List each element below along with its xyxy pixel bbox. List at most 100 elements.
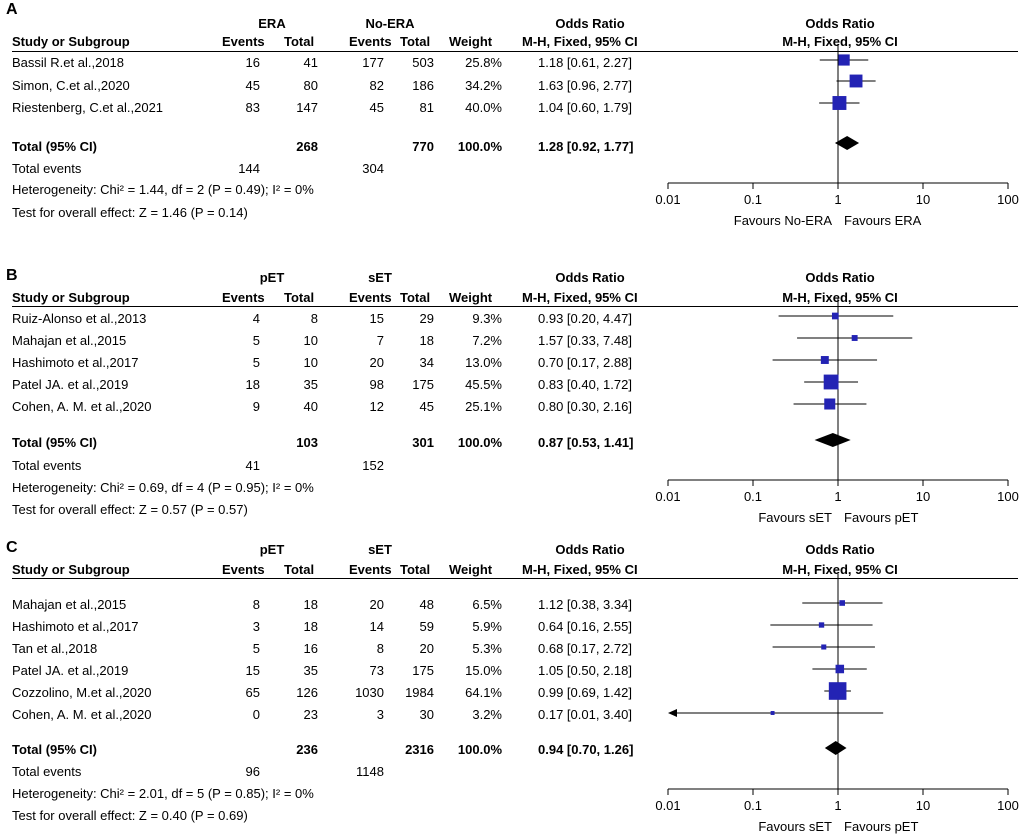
group2-events: 82	[369, 78, 384, 93]
group2-events: 98	[369, 377, 384, 392]
total-header: Total	[284, 290, 315, 305]
group2-events: 14	[369, 619, 384, 634]
favours-right-label: Favours pET	[844, 819, 918, 834]
study-marker	[832, 96, 847, 110]
study-marker	[824, 398, 836, 410]
study-header: Study or Subgroup	[12, 562, 130, 577]
weight-header: Weight	[449, 34, 493, 49]
total-label: Total (95% CI)	[12, 435, 97, 450]
x-tick-label: 1	[834, 798, 841, 813]
x-tick-label: 0.1	[744, 489, 762, 504]
group1-events: 3	[252, 619, 260, 634]
or-ci-text: 0.99 [0.69, 1.42]	[538, 685, 632, 700]
group1-events: 18	[245, 377, 260, 392]
group1-total: 10	[303, 355, 318, 370]
x-tick-label: 1	[834, 192, 841, 207]
or-method-header: M-H, Fixed, 95% CI	[522, 562, 638, 577]
weight-value: 100.0%	[457, 435, 502, 450]
weight-value: 6.5%	[472, 597, 502, 612]
x-tick-label: 1	[834, 489, 841, 504]
group2-total: 81	[419, 100, 434, 115]
x-tick-label: 0.1	[744, 192, 762, 207]
group1-total: 147	[296, 100, 318, 115]
group2-events: 20	[369, 597, 384, 612]
group1-events: 0	[252, 707, 260, 722]
forest-panel-c: C pET sET Odds Ratio Odds Ratio Study or…	[0, 536, 1024, 839]
forest-plot-b: 0.01 0.1 1 10 100 Favours sET Favours pET	[655, 298, 1019, 525]
weight-value: 100.0%	[457, 139, 502, 154]
heterogeneity-text: Heterogeneity: Chi² = 2.01, df = 5 (P = …	[12, 786, 314, 801]
group1-total: 8	[310, 311, 318, 326]
total-header: Total	[400, 34, 431, 49]
group1-total: 236	[296, 742, 318, 757]
plot-header-title: Odds Ratio	[805, 542, 875, 557]
or-header-title: Odds Ratio	[555, 270, 625, 285]
group1-total: 23	[303, 707, 318, 722]
pooled-diamond	[814, 433, 851, 447]
total-events-label: Total events	[12, 764, 82, 779]
weight-value: 34.2%	[465, 78, 502, 93]
weight-value: 100.0%	[457, 742, 502, 757]
group2-total: 301	[412, 435, 434, 450]
x-tick-label: 10	[916, 798, 930, 813]
or-ci-text: 0.93 [0.20, 4.47]	[538, 311, 632, 326]
or-ci-text: 0.17 [0.01, 3.40]	[538, 707, 632, 722]
group1-events: 4	[252, 311, 260, 326]
x-tick-label: 10	[916, 192, 930, 207]
x-tick-label: 0.01	[655, 798, 680, 813]
or-ci-text: 1.05 [0.50, 2.18]	[538, 663, 632, 678]
group2-total: 770	[412, 139, 434, 154]
group2-events: 177	[362, 55, 384, 70]
pooled-diamond	[824, 741, 847, 755]
group1-total: 10	[303, 333, 318, 348]
group1-events: 9	[252, 399, 260, 414]
group2-total: 48	[419, 597, 434, 612]
group2-total: 20	[419, 641, 434, 656]
study-marker	[770, 711, 775, 715]
study-marker	[820, 356, 829, 364]
events-header: Events	[349, 290, 392, 305]
study-header: Study or Subgroup	[12, 290, 130, 305]
group2-total: 45	[419, 399, 434, 414]
group1-events: 5	[252, 641, 260, 656]
group1-events: 8	[252, 597, 260, 612]
group1-events: 16	[245, 55, 260, 70]
group1-total: 16	[303, 641, 318, 656]
group2-events: 8	[376, 641, 384, 656]
study-name: Bassil R.et al.,2018	[12, 55, 125, 70]
plot-method-header: M-H, Fixed, 95% CI	[782, 290, 898, 305]
weight-value: 3.2%	[472, 707, 502, 722]
or-ci-text: 1.04 [0.60, 1.79]	[538, 100, 632, 115]
overall-effect-text: Test for overall effect: Z = 0.40 (P = 0…	[12, 808, 248, 823]
x-tick-label: 100	[997, 798, 1019, 813]
group1-total: 18	[303, 597, 318, 612]
group1-total: 35	[303, 377, 318, 392]
group1-events: 144	[238, 161, 260, 176]
group2-label: sET	[368, 542, 392, 557]
study-marker	[851, 335, 858, 341]
group2-events: 7	[376, 333, 384, 348]
plot-header-title: Odds Ratio	[805, 270, 875, 285]
study-name: Tan et al.,2018	[12, 641, 98, 656]
ci-arrow	[668, 709, 677, 717]
weight-value: 9.3%	[472, 311, 502, 326]
or-header-title: Odds Ratio	[555, 16, 625, 31]
total-header: Total	[400, 290, 431, 305]
header-rule	[12, 306, 1018, 307]
study-name: Simon, C.et al.,2020	[12, 78, 130, 93]
plot-method-header: M-H, Fixed, 95% CI	[782, 34, 898, 49]
group1-events: 5	[252, 333, 260, 348]
group2-total: 2316	[405, 742, 434, 757]
study-marker	[838, 54, 850, 66]
header-rule	[12, 578, 1018, 579]
events-header: Events	[222, 290, 265, 305]
group2-total: 59	[419, 619, 434, 634]
group2-events: 1148	[356, 764, 384, 779]
weight-value: 13.0%	[465, 355, 502, 370]
or-ci-text: 1.63 [0.96, 2.77]	[538, 78, 632, 93]
or-ci-text: 0.68 [0.17, 2.72]	[538, 641, 632, 656]
group2-total: 29	[419, 311, 434, 326]
group1-label: pET	[259, 542, 285, 557]
study-header: Study or Subgroup	[12, 34, 130, 49]
panel-letter: C	[6, 539, 18, 556]
